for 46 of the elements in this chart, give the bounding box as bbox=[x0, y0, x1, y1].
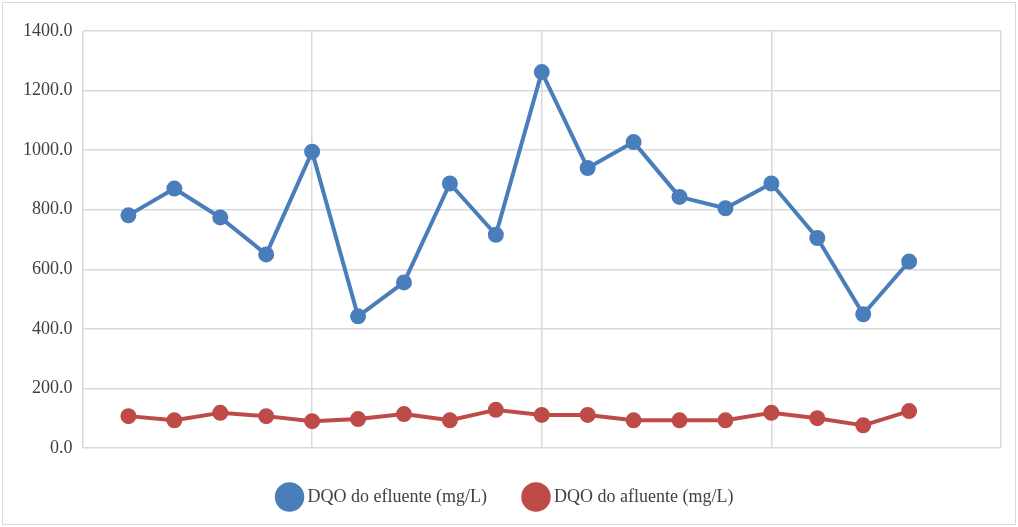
point bbox=[304, 143, 321, 160]
point bbox=[441, 412, 458, 429]
point bbox=[625, 134, 642, 151]
point bbox=[717, 412, 734, 429]
point bbox=[212, 404, 229, 421]
y-tick-label: 0.0 bbox=[50, 436, 73, 457]
point bbox=[671, 412, 688, 429]
point bbox=[258, 408, 275, 425]
point bbox=[625, 412, 642, 429]
point bbox=[395, 274, 412, 291]
y-tick-label: 200.0 bbox=[32, 377, 73, 398]
point bbox=[717, 200, 734, 217]
point bbox=[855, 306, 872, 323]
point bbox=[120, 408, 137, 425]
point bbox=[395, 406, 412, 423]
y-tick-label: 1000.0 bbox=[23, 138, 73, 159]
point bbox=[901, 403, 918, 420]
point bbox=[763, 404, 780, 421]
point bbox=[487, 401, 504, 418]
point bbox=[212, 209, 229, 226]
point bbox=[441, 175, 458, 192]
y-tick-label: 1400.0 bbox=[23, 19, 73, 40]
point bbox=[671, 188, 688, 205]
point bbox=[809, 410, 826, 427]
y-tick-label: 1200.0 bbox=[23, 79, 73, 100]
legend-label: DQO do efluente (mg/L) bbox=[307, 485, 488, 507]
point bbox=[901, 253, 918, 270]
point bbox=[350, 411, 367, 428]
legend-label: DQO do afluente (mg/L) bbox=[554, 485, 734, 507]
point bbox=[855, 417, 872, 434]
point bbox=[809, 230, 826, 247]
point bbox=[350, 308, 367, 325]
point bbox=[579, 406, 596, 423]
point bbox=[533, 406, 550, 423]
point bbox=[166, 412, 183, 429]
point bbox=[120, 207, 137, 224]
point bbox=[258, 246, 275, 263]
y-tick-label: 400.0 bbox=[32, 317, 73, 338]
point bbox=[304, 413, 321, 430]
point bbox=[579, 160, 596, 177]
y-tick-label: 800.0 bbox=[32, 198, 73, 219]
y-tick-label: 600.0 bbox=[32, 258, 73, 279]
point bbox=[487, 226, 504, 243]
point bbox=[166, 180, 183, 197]
point bbox=[763, 175, 780, 192]
point bbox=[533, 64, 550, 81]
